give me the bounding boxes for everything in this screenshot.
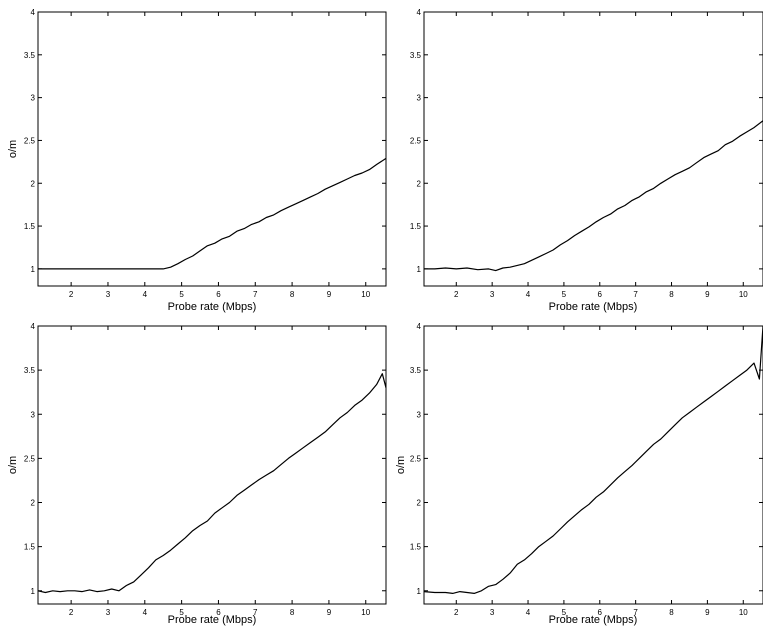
series-line [37, 373, 387, 594]
x-tick-label: 6 [598, 290, 603, 299]
x-axis-label: Probe rate (Mbps) [168, 301, 257, 313]
y-tick-label: 1 [417, 265, 422, 274]
y-tick-label: 4 [31, 322, 36, 331]
chart-panel-top-right: Probe rate (Mbps) 2 3 4 5 6 7 8 9 10 1 1.5 2 2.5 3 3.5… [410, 8, 763, 313]
x-tick-label: 9 [327, 608, 332, 617]
y-tick-label: 4 [417, 322, 422, 331]
plot-area-frame [37, 325, 387, 605]
y-tick-label: 2.5 [24, 136, 36, 145]
x-tick-label: 4 [143, 608, 148, 617]
x-tick-label: 5 [562, 290, 567, 299]
y-tick-label: 3.5 [410, 366, 422, 375]
y-tick-label: 3 [31, 94, 36, 103]
series-line [424, 120, 763, 272]
x-tick-label: 10 [361, 290, 370, 299]
y-tick-label: 2 [31, 499, 36, 508]
x-tick-label: 5 [179, 290, 184, 299]
y-tick-label: 3 [417, 94, 422, 103]
x-tick-label: 7 [633, 290, 638, 299]
plot-area-frame [423, 325, 763, 605]
y-tick-label: 3 [31, 410, 36, 419]
plot-area-frame [37, 11, 387, 287]
x-tick-label: 6 [216, 290, 221, 299]
chart-panel-top-left: Probe rate (Mbps) o/m 2 3 4 5 6 7 8 9 10 1 1.5 2 2.5… [7, 8, 387, 313]
y-axis-label: o/m [7, 456, 19, 474]
y-tick-label: 1.5 [410, 222, 422, 231]
series-line [423, 325, 763, 595]
plot-area-frame [423, 11, 763, 287]
y-tick-label: 4 [417, 8, 422, 17]
y-tick-label: 1.5 [24, 543, 36, 552]
x-tick-label: 2 [69, 290, 74, 299]
y-tick-label: 1.5 [24, 222, 36, 231]
x-tick-label: 10 [739, 608, 748, 617]
x-tick-label: 4 [526, 290, 531, 299]
x-axis-label: Probe rate (Mbps) [168, 614, 257, 626]
x-tick-label: 9 [327, 290, 332, 299]
y-tick-label: 2 [417, 179, 422, 188]
y-tick-label: 2 [417, 499, 422, 508]
x-tick-label: 7 [253, 290, 258, 299]
x-tick-label: 8 [290, 608, 295, 617]
x-tick-label: 8 [669, 290, 674, 299]
x-tick-label: 9 [705, 290, 710, 299]
x-tick-label: 10 [361, 608, 370, 617]
x-axis-label: Probe rate (Mbps) [549, 614, 638, 626]
y-tick-label: 2.5 [410, 454, 422, 463]
x-tick-label: 8 [290, 290, 295, 299]
y-axis-label: o/m [7, 140, 19, 158]
x-tick-label: 2 [69, 608, 74, 617]
x-tick-label: 9 [705, 608, 710, 617]
x-tick-label: 3 [106, 290, 111, 299]
x-tick-label: 4 [143, 290, 148, 299]
y-tick-label: 3.5 [24, 366, 36, 375]
x-tick-label: 2 [454, 608, 459, 617]
y-tick-label: 2.5 [24, 454, 36, 463]
y-tick-label: 3.5 [410, 51, 422, 60]
y-tick-label: 1.5 [410, 543, 422, 552]
x-tick-label: 5 [179, 608, 184, 617]
y-tick-label: 4 [31, 8, 36, 17]
x-tick-label: 10 [739, 290, 748, 299]
y-tick-label: 1 [417, 587, 422, 596]
x-tick-label: 4 [526, 608, 531, 617]
y-tick-label: 2.5 [410, 136, 422, 145]
x-axis-label: Probe rate (Mbps) [549, 301, 638, 313]
chart-panel-bottom-left: Probe rate (Mbps) o/m 2 3 4 5 6 7 8 9 10 1 1.5 2 2.5… [7, 322, 387, 626]
x-tick-label: 8 [669, 608, 674, 617]
x-tick-label: 7 [633, 608, 638, 617]
y-tick-label: 1 [31, 587, 36, 596]
y-axis-label: o/m [395, 456, 407, 474]
x-tick-label: 6 [598, 608, 603, 617]
series-line [38, 157, 387, 270]
x-tick-label: 2 [454, 290, 459, 299]
x-tick-label: 3 [106, 608, 111, 617]
y-tick-label: 1 [31, 265, 36, 274]
y-tick-label: 2 [31, 179, 36, 188]
y-tick-label: 3.5 [24, 51, 36, 60]
chart-panel-bottom-right: Probe rate (Mbps) o/m 2 3 4 5 6 7 8 9 10 1 1.5 2 2.5… [395, 322, 763, 626]
y-tick-label: 3 [417, 410, 422, 419]
x-tick-label: 7 [253, 608, 258, 617]
x-tick-label: 3 [490, 608, 495, 617]
x-tick-label: 3 [490, 290, 495, 299]
x-tick-label: 6 [216, 608, 221, 617]
x-tick-label: 5 [562, 608, 567, 617]
